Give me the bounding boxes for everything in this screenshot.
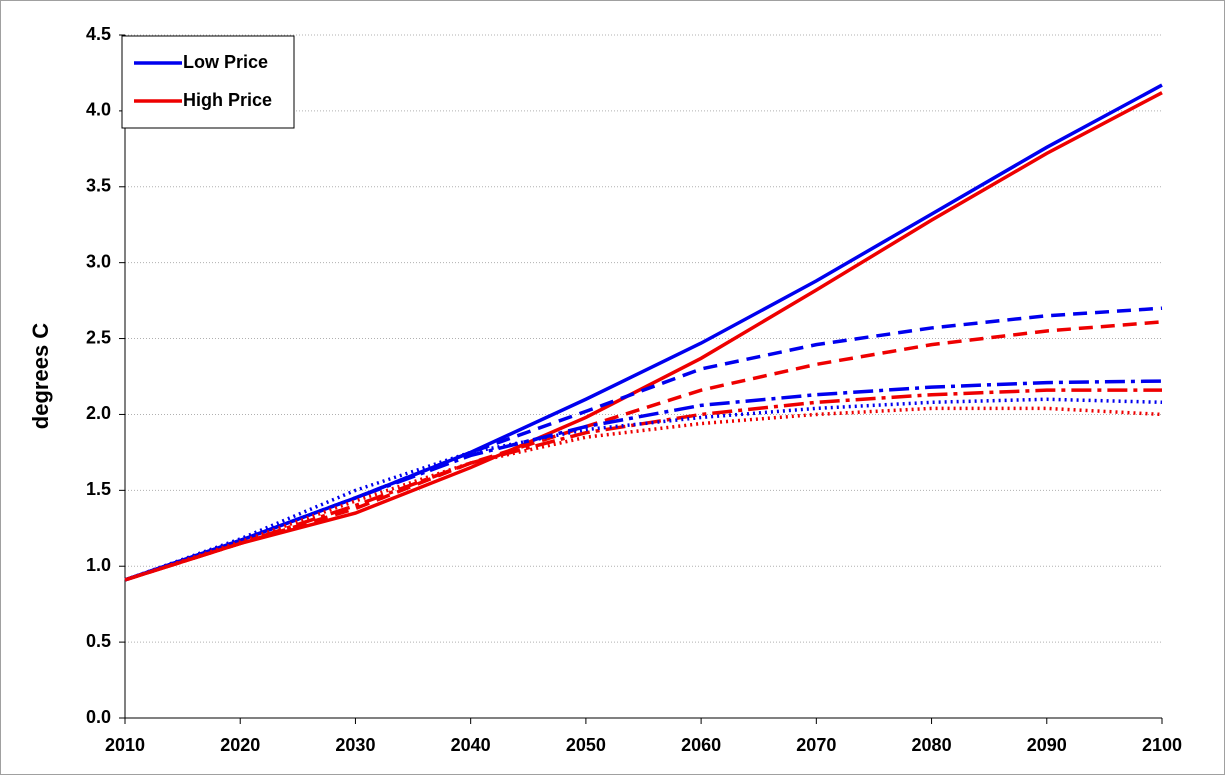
x-tick-label: 2100 (1142, 735, 1182, 755)
y-tick-label: 1.0 (86, 555, 111, 575)
legend-box (121, 35, 295, 129)
x-tick-label: 2050 (566, 735, 606, 755)
series-line (124, 406, 1163, 582)
x-tick-label: 2040 (451, 735, 491, 755)
series-line (124, 91, 1163, 582)
x-tick-label: 2010 (105, 735, 145, 755)
y-tick-label: 1.5 (86, 479, 111, 499)
y-tick-label: 3.0 (86, 251, 111, 271)
y-tick-label: 2.0 (86, 403, 111, 423)
y-tick-label: 4.5 (86, 24, 111, 44)
series-line (124, 379, 1163, 582)
y-tick-label: 2.5 (86, 327, 111, 347)
x-tick-label: 2060 (681, 735, 721, 755)
x-tick-label: 2080 (912, 735, 952, 755)
y-tick-label: 0.0 (86, 707, 111, 727)
x-tick-label: 2020 (220, 735, 260, 755)
y-tick-label: 0.5 (86, 631, 111, 651)
y-tick-label: 4.0 (86, 100, 111, 120)
y-tick-label: 3.5 (86, 176, 111, 196)
legend-label: Low Price (183, 52, 268, 72)
y-axis-label: degrees C (28, 323, 53, 429)
x-tick-label: 2090 (1027, 735, 1067, 755)
x-tick-label: 2030 (335, 735, 375, 755)
series-line (124, 388, 1162, 582)
legend-label: High Price (183, 90, 272, 110)
x-tick-label: 2070 (796, 735, 836, 755)
